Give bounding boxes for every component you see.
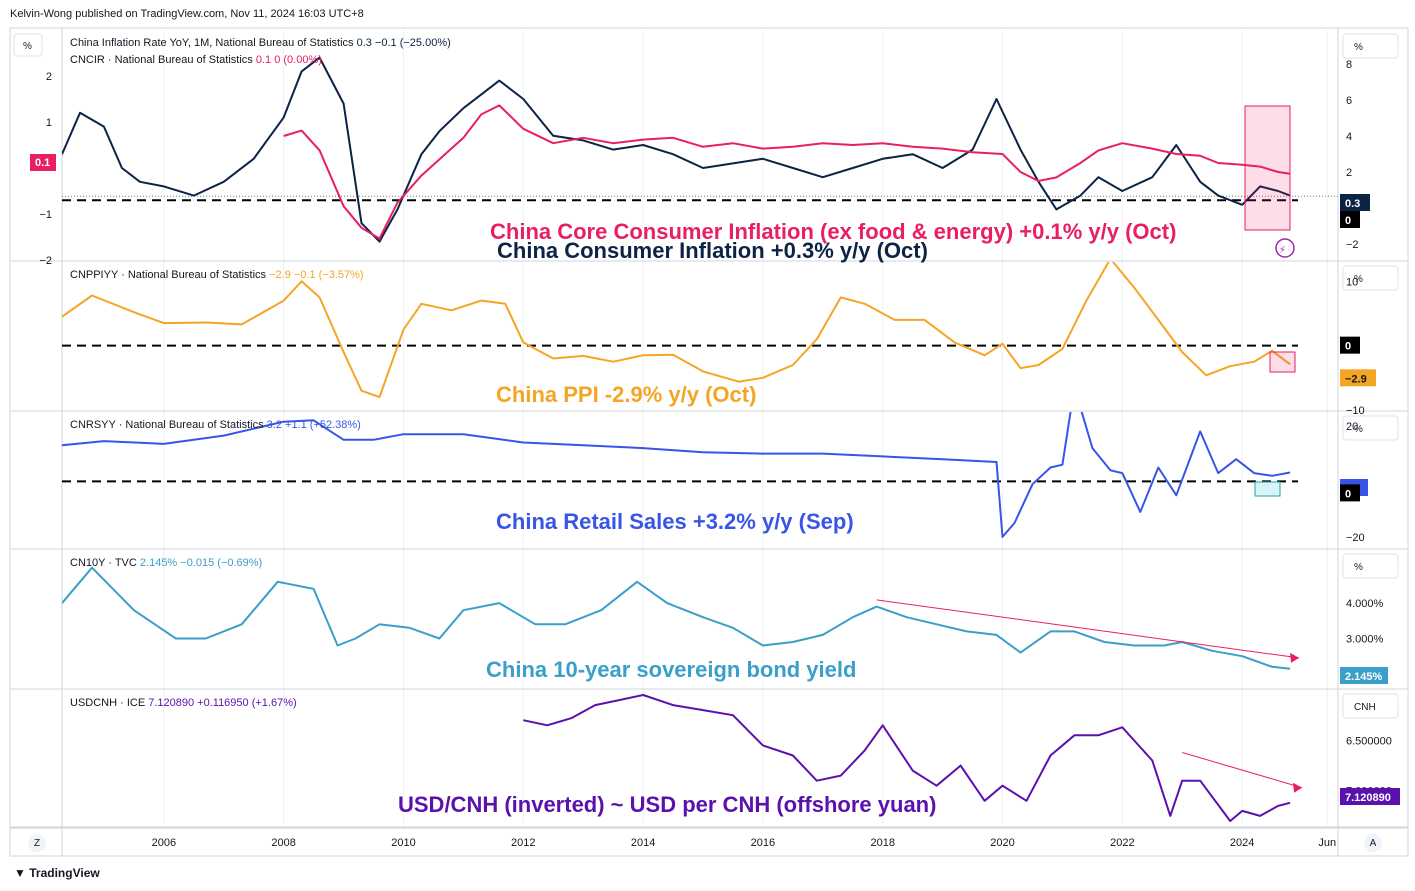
lightning-icon: ⚡ bbox=[1279, 245, 1286, 256]
right-tick-label: 3.000% bbox=[1346, 633, 1384, 645]
ppi-highlight-box bbox=[1269, 351, 1296, 373]
unit-button[interactable] bbox=[1342, 33, 1399, 59]
unit-label: CNH bbox=[1354, 702, 1376, 713]
right-tick-label: 20 bbox=[1346, 421, 1358, 433]
legend-entry: CNPPIYY · National Bureau of Statistics … bbox=[70, 269, 364, 281]
legend-entry: CNCIR · National Bureau of Statistics 0.… bbox=[70, 54, 322, 66]
left-tick-label: −2 bbox=[39, 255, 52, 267]
legend-entry: CNRSYY · National Bureau of Statistics 3… bbox=[70, 419, 361, 431]
right-tick-label: 6.500000 bbox=[1346, 735, 1392, 747]
ppi-value-badge bbox=[1340, 369, 1376, 387]
x-tick-label: 2012 bbox=[511, 837, 535, 849]
timezone-button[interactable]: Z bbox=[28, 834, 46, 852]
unit-label: % bbox=[1354, 274, 1363, 285]
retail-zero-badge bbox=[1340, 484, 1360, 502]
x-tick-label: 2018 bbox=[870, 837, 894, 849]
ppi-zero-badge bbox=[1340, 336, 1360, 354]
right-tick-label: 10 bbox=[1346, 276, 1358, 288]
legend-entry: CN10Y · TVC 2.145% −0.015 (−0.69%) bbox=[70, 557, 262, 569]
right-tick-label: 6 bbox=[1346, 95, 1352, 107]
x-tick-label: 2022 bbox=[1110, 837, 1134, 849]
retail-pane[interactable]: %20 −20 CNRSYY · National Bureau of Statis… bbox=[10, 387, 1408, 550]
cpi-highlight-box bbox=[1244, 105, 1291, 231]
left-tick-label: 2 bbox=[46, 71, 52, 83]
unit-label: % bbox=[1354, 424, 1363, 435]
chart-frame bbox=[9, 27, 1409, 857]
right-tick-label: −2 bbox=[1346, 239, 1359, 251]
tradingview-logo[interactable]: ▼ TradingView bbox=[14, 866, 100, 880]
left-unit-label: % bbox=[23, 41, 32, 52]
bond-annotation: China 10-year sovereign bond yield bbox=[486, 657, 856, 682]
x-tick-label: 2024 bbox=[1230, 837, 1254, 849]
ppi-annotation: China PPI -2.9% y/y (Oct) bbox=[496, 382, 756, 407]
retail-zero-badge-text: 0 bbox=[1345, 488, 1351, 500]
cpi-zero-badge-text: 0 bbox=[1345, 215, 1351, 227]
usdcnh-value-badge-text: 7.120890 bbox=[1345, 792, 1391, 804]
cpi-zero-badge bbox=[1340, 211, 1360, 228]
cpi-series-line-0[interactable] bbox=[62, 56, 1291, 243]
unit-label: % bbox=[1354, 42, 1363, 53]
left-tick-label: 1 bbox=[46, 117, 52, 129]
cpi-value-badge bbox=[1340, 194, 1370, 211]
ppi-pane[interactable]: %10 −10 CNPPIYY · National Bureau of Stati… bbox=[10, 259, 1408, 417]
retail-annotation: China Retail Sales +3.2% y/y (Sep) bbox=[496, 509, 854, 534]
right-tick-label: 4.000% bbox=[1346, 598, 1384, 610]
x-tick-label: 2006 bbox=[152, 837, 176, 849]
bond-value-badge-text: 2.145% bbox=[1345, 671, 1383, 683]
event-marker-icon[interactable] bbox=[1275, 238, 1295, 258]
x-tick-label: 2020 bbox=[990, 837, 1014, 849]
x-tick-label: 2010 bbox=[391, 837, 415, 849]
cpi-value-badge-text: 0.3 bbox=[1345, 198, 1360, 210]
tradingview-brand: TradingView bbox=[29, 866, 100, 880]
legend-entry: China Inflation Rate YoY, 1M, National B… bbox=[70, 37, 451, 49]
x-tick-label: 2016 bbox=[751, 837, 775, 849]
cpi-series-line-1[interactable] bbox=[283, 104, 1291, 240]
usdcnh-annotation: USD/CNH (inverted) ~ USD per CNH (offsho… bbox=[398, 792, 936, 817]
unit-label: % bbox=[1354, 562, 1363, 573]
right-tick-label: 2 bbox=[1346, 167, 1352, 179]
bond-pane[interactable]: % 4.000% 3.000% CN10Y · TVC 2.145% −0.015 (… bbox=[10, 553, 1408, 690]
retail-series-line-0[interactable] bbox=[62, 387, 1291, 538]
usdcnh-series-line-0[interactable] bbox=[523, 694, 1291, 822]
bond-trendline-arrow bbox=[1290, 652, 1300, 663]
publisher-caption: Kelvin-Wong published on TradingView.com… bbox=[10, 8, 364, 20]
bond-trendline[interactable] bbox=[876, 599, 1300, 659]
x-tick-label: 2014 bbox=[631, 837, 655, 849]
unit-button[interactable] bbox=[1342, 553, 1399, 579]
unit-button[interactable] bbox=[1342, 265, 1399, 291]
retail-highlight-box bbox=[1254, 481, 1281, 497]
cpi-annotation: China Consumer Inflation +0.3% y/y (Oct) bbox=[497, 238, 928, 263]
ppi-zero-badge-text: 0 bbox=[1345, 341, 1351, 353]
unit-button[interactable] bbox=[1342, 415, 1399, 441]
right-tick-label: −20 bbox=[1346, 532, 1365, 544]
usdcnh-trendline[interactable] bbox=[1182, 751, 1303, 789]
x-tick-label: Jun bbox=[1318, 837, 1336, 849]
unit-button[interactable] bbox=[1342, 693, 1399, 719]
right-tick-label: 8 bbox=[1346, 59, 1352, 71]
right-tick-label: 4 bbox=[1346, 131, 1352, 143]
ppi-value-badge-text: −2.9 bbox=[1345, 373, 1367, 385]
left-core-badge bbox=[30, 154, 56, 171]
legend-entry: USDCNH · ICE 7.120890 +0.116950 (+1.67%) bbox=[70, 697, 297, 709]
x-tick-label: 2008 bbox=[271, 837, 295, 849]
usdcnh-value-badge bbox=[1340, 788, 1400, 805]
usdcnh-trendline-arrow bbox=[1293, 782, 1303, 793]
left-tick-label: −1 bbox=[39, 209, 52, 221]
bond-value-badge bbox=[1340, 667, 1388, 684]
cpi-annotation: China Core Consumer Inflation (ex food &… bbox=[490, 219, 1176, 244]
bond-series-line-0[interactable] bbox=[62, 566, 1291, 670]
left-core-badge-text: 0.1 bbox=[35, 157, 50, 169]
tradingview-logo-icon: ▼ bbox=[14, 866, 26, 880]
right-tick-label: −10 bbox=[1346, 405, 1365, 417]
auto-scale-button[interactable]: A bbox=[1364, 834, 1382, 852]
ppi-series-line-0[interactable] bbox=[62, 259, 1291, 399]
left-unit-button[interactable] bbox=[13, 33, 43, 57]
